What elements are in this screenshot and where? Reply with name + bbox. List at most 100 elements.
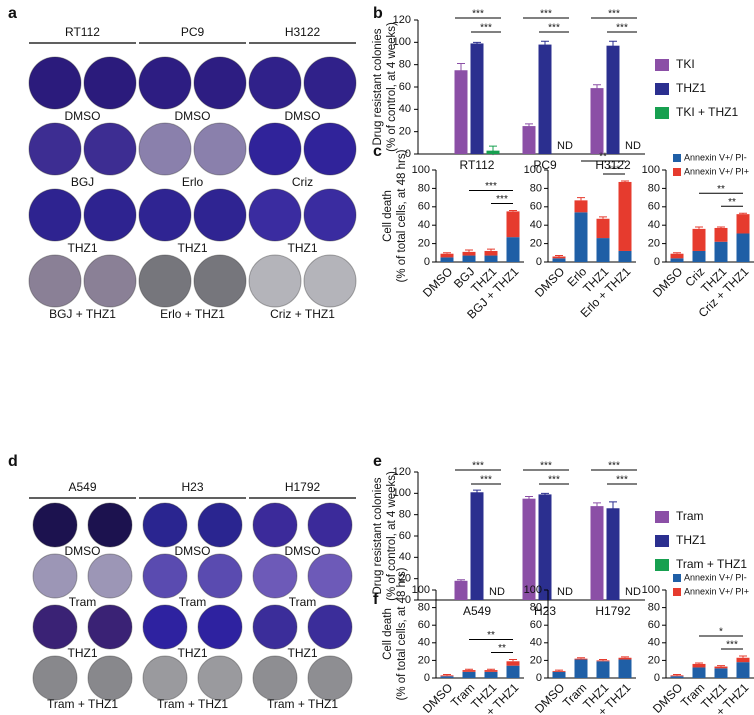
treatment-label: Erlo bbox=[182, 175, 204, 189]
plate-image bbox=[28, 56, 82, 110]
plate-image bbox=[32, 604, 78, 650]
plate-image bbox=[142, 502, 188, 548]
significance-label: *** bbox=[548, 475, 560, 486]
y-tick-label: 40 bbox=[648, 637, 660, 649]
significance-label: ** bbox=[728, 197, 736, 208]
bar bbox=[522, 126, 536, 154]
error-bar bbox=[465, 249, 473, 252]
significance-label: *** bbox=[480, 475, 492, 486]
bar-segment bbox=[440, 257, 454, 262]
bar-segment bbox=[462, 670, 476, 672]
treatment-label: THZ1 bbox=[178, 646, 208, 660]
bar-segment bbox=[506, 211, 520, 238]
panel-label: a bbox=[8, 5, 17, 22]
bar-segment bbox=[484, 255, 498, 262]
y-tick-label: 60 bbox=[648, 201, 660, 213]
panel-label: b bbox=[373, 5, 383, 22]
bar-segment bbox=[484, 670, 498, 672]
y-tick-label: 0 bbox=[536, 256, 542, 268]
legend-label: THZ1 bbox=[676, 81, 706, 95]
y-tick-label: 20 bbox=[648, 654, 660, 666]
y-tick-label: 40 bbox=[418, 637, 430, 649]
y-tick-label: 80 bbox=[399, 59, 411, 71]
bar-segment bbox=[670, 676, 684, 678]
legend-swatch bbox=[673, 154, 681, 162]
plate-image bbox=[193, 122, 247, 176]
bar-segment bbox=[574, 659, 588, 678]
y-tick-label: 0 bbox=[405, 594, 411, 606]
plate-image bbox=[303, 188, 357, 242]
y-tick-label: 120 bbox=[393, 466, 411, 478]
plate-image bbox=[197, 553, 243, 599]
legend-label: Tram + THZ1 bbox=[676, 557, 747, 571]
error-bar bbox=[577, 197, 585, 201]
bar-segment bbox=[618, 250, 632, 262]
bar-segment bbox=[714, 241, 728, 262]
bar bbox=[538, 494, 552, 600]
treatment-label: Erlo + THZ1 bbox=[160, 307, 225, 321]
y-axis-label: Cell death bbox=[382, 190, 394, 242]
plate-image bbox=[252, 502, 298, 548]
treatment-label: Tram bbox=[289, 595, 317, 609]
y-tick-label: 20 bbox=[399, 573, 411, 585]
error-bar bbox=[457, 579, 465, 582]
plate-image bbox=[87, 604, 133, 650]
y-axis-label: (% of control, at 4 weeks) bbox=[386, 22, 398, 152]
y-tick-label: 60 bbox=[648, 619, 660, 631]
legend-label: THZ1 bbox=[676, 533, 706, 547]
plate-image bbox=[87, 502, 133, 548]
treatment-label: BGJ bbox=[71, 175, 94, 189]
error-bar bbox=[443, 673, 451, 676]
y-tick-label: 20 bbox=[418, 654, 430, 666]
bar-segment bbox=[692, 250, 706, 262]
bar-segment bbox=[484, 671, 498, 678]
plate-image bbox=[142, 655, 188, 701]
y-tick-label: 80 bbox=[418, 602, 430, 614]
bar-segment bbox=[462, 251, 476, 256]
y-tick-label: 40 bbox=[418, 219, 430, 231]
y-tick-label: 100 bbox=[642, 164, 660, 176]
treatment-label: Criz + THZ1 bbox=[270, 307, 335, 321]
y-tick-label: 40 bbox=[530, 219, 542, 231]
error-bar bbox=[487, 668, 495, 671]
plate-image bbox=[307, 553, 353, 599]
bar-segment bbox=[596, 218, 610, 239]
bar-segment bbox=[574, 200, 588, 213]
error-bar bbox=[609, 40, 617, 51]
y-tick-label: 80 bbox=[530, 182, 542, 194]
error-bar bbox=[555, 255, 563, 257]
plate-image bbox=[307, 502, 353, 548]
error-bar bbox=[739, 212, 747, 215]
significance-label: ** bbox=[717, 184, 725, 195]
treatment-label: DMSO bbox=[65, 544, 101, 558]
y-tick-label: 60 bbox=[530, 201, 542, 213]
error-bar bbox=[473, 41, 481, 45]
y-axis-label: Cell death bbox=[382, 608, 394, 660]
y-axis-label: (% of control, at 4 weeks) bbox=[386, 471, 398, 601]
y-tick-label: 60 bbox=[418, 201, 430, 213]
treatment-label: Tram + THZ1 bbox=[267, 697, 338, 711]
plate-image bbox=[142, 553, 188, 599]
y-axis-label: Drug resistant colonies bbox=[372, 477, 384, 594]
plate-image bbox=[28, 188, 82, 242]
y-tick-label: 100 bbox=[393, 487, 411, 499]
bar-segment bbox=[692, 667, 706, 678]
y-tick-label: 20 bbox=[648, 238, 660, 250]
bar-segment bbox=[552, 258, 566, 262]
cell-line-label: H23 bbox=[181, 480, 203, 494]
y-tick-label: 0 bbox=[654, 256, 660, 268]
plate-image bbox=[307, 604, 353, 650]
plate-image bbox=[87, 553, 133, 599]
bar-segment bbox=[596, 661, 610, 678]
bar-segment bbox=[714, 227, 728, 242]
plate-image bbox=[28, 122, 82, 176]
bar-segment bbox=[552, 670, 566, 672]
significance-label: *** bbox=[608, 461, 620, 472]
bar-segment bbox=[618, 659, 632, 678]
bar-segment bbox=[552, 671, 566, 678]
error-bar bbox=[695, 662, 703, 664]
treatment-label: THZ1 bbox=[68, 241, 98, 255]
plate-image bbox=[32, 553, 78, 599]
error-bar bbox=[621, 656, 629, 658]
plate-image bbox=[193, 56, 247, 110]
